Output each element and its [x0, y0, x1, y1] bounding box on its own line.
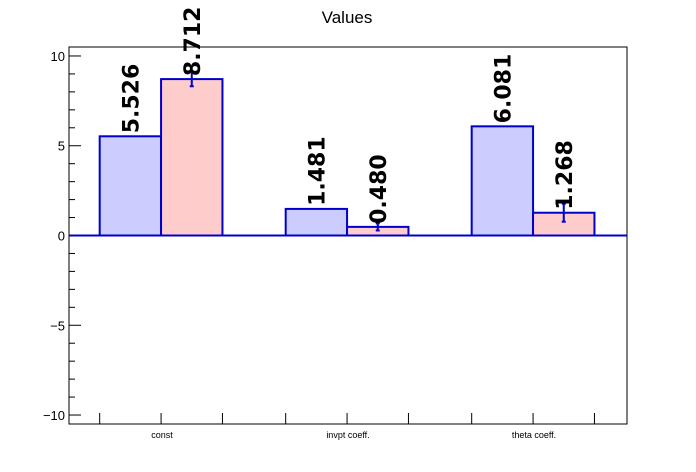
y-tick-label: −5 [50, 318, 65, 333]
y-tick-label: 10 [51, 49, 65, 64]
bar-series-2 [160, 78, 224, 237]
y-axis: −10 −5 0 5 10 [43, 49, 81, 423]
x-tick-label: theta coeff. [512, 430, 556, 440]
bar-series-1 [98, 135, 163, 237]
x-tick-label: const [151, 430, 173, 440]
bar-value-label: 1.481 [305, 136, 330, 206]
bar-value-label: 1.268 [553, 140, 578, 210]
bar-value-label: 6.081 [491, 54, 516, 124]
error-bars-group [189, 70, 566, 232]
bar-value-label: 0.480 [367, 154, 392, 224]
y-tick-label: 0 [58, 229, 65, 244]
chart-title: Values [322, 8, 373, 27]
bar-series-1 [470, 125, 535, 237]
y-tick-label: 5 [58, 139, 65, 154]
bars-group [98, 78, 596, 237]
x-axis: const invpt coeff. theta coeff. [99, 413, 595, 440]
value-labels-group: 5.526 1.481 6.081 8.712 0.480 1.268 [119, 7, 577, 224]
bar-series-1 [284, 207, 349, 237]
bar-value-label: 5.526 [119, 64, 144, 134]
y-tick-label: −10 [43, 408, 65, 423]
bar-value-label: 8.712 [181, 7, 206, 77]
x-tick-label: invpt coeff. [326, 430, 369, 440]
